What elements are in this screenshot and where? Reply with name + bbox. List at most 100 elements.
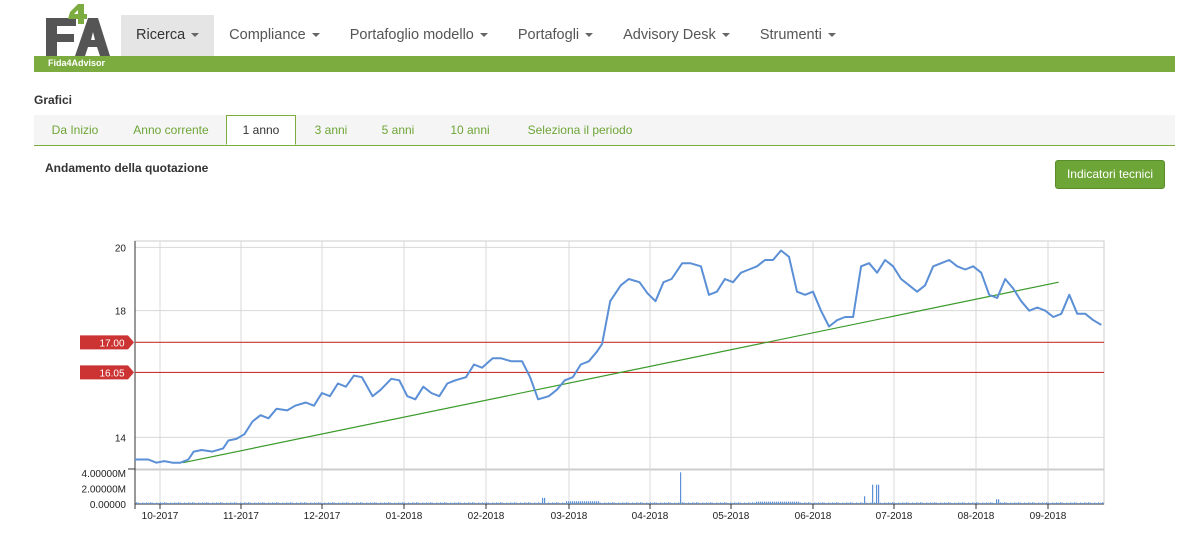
volume-bar — [460, 502, 462, 504]
volume-bar — [996, 499, 998, 504]
volume-bar — [936, 502, 938, 504]
volume-bar — [538, 502, 540, 504]
volume-bar — [422, 502, 424, 504]
volume-bar — [644, 503, 646, 504]
volume-bar — [1000, 502, 1002, 504]
caret-down-icon — [721, 33, 730, 38]
tab-anno-corrente[interactable]: Anno corrente — [133, 123, 209, 137]
volume-bar — [564, 502, 566, 504]
tab-10-anni[interactable]: 10 anni — [450, 123, 490, 137]
volume-bar — [1102, 502, 1104, 504]
volume-bar — [678, 502, 680, 504]
volume-bar — [568, 501, 570, 504]
menu-ricerca[interactable]: Ricerca — [121, 15, 215, 56]
volume-bar — [604, 502, 606, 504]
y-tick-label: 18 — [115, 307, 127, 318]
main-menu: Ricerca Compliance Portafoglio modello P… — [121, 15, 851, 56]
volume-bar — [674, 502, 676, 504]
volume-bar — [544, 497, 546, 504]
volume-bar — [266, 503, 268, 504]
volume-bar — [670, 502, 672, 504]
volume-bar — [358, 502, 360, 504]
volume-bar — [1090, 502, 1092, 504]
volume-tick-label: 0.00000 — [90, 500, 127, 511]
volume-bar — [178, 502, 180, 504]
tab-seleziona-periodo[interactable]: Seleziona il periodo — [527, 123, 633, 137]
volume-bar — [960, 502, 962, 504]
technical-indicators-button[interactable]: Indicatori tecnici — [1055, 160, 1165, 189]
volume-bar — [990, 502, 992, 504]
volume-tick-label: 2.00000M — [82, 485, 126, 496]
volume-bar — [856, 502, 858, 504]
volume-bar — [274, 502, 276, 504]
volume-bar — [976, 502, 978, 504]
volume-bar — [712, 502, 714, 504]
volume-bar — [144, 502, 146, 504]
volume-bar — [814, 502, 816, 504]
volume-bar — [806, 502, 808, 504]
volume-bar — [168, 503, 170, 504]
volume-bar — [906, 502, 908, 504]
volume-bar — [292, 502, 294, 504]
volume-bar — [340, 502, 342, 504]
volume-bar — [480, 502, 482, 504]
volume-bar — [462, 503, 464, 504]
volume-bar — [870, 502, 872, 504]
volume-bar — [1046, 502, 1048, 504]
volume-bar — [164, 502, 166, 504]
volume-bar — [216, 502, 218, 504]
volume-bar — [500, 502, 502, 504]
volume-bar — [542, 497, 544, 504]
volume-bar — [304, 502, 306, 504]
volume-bar — [1094, 502, 1096, 504]
volume-bar — [246, 502, 248, 504]
period-tabs: Da Inizio Anno corrente 1 anno 3 anni 5 … — [34, 115, 1175, 146]
volume-bar — [580, 501, 582, 504]
volume-bar — [532, 503, 534, 504]
volume-bar — [864, 496, 866, 504]
y-tick-label: 14 — [115, 433, 127, 444]
menu-portafogli[interactable]: Portafogli — [503, 15, 608, 56]
volume-bar — [364, 503, 366, 504]
x-tick-label: 05-2018 — [713, 511, 750, 522]
tab-3-anni[interactable]: 3 anni — [314, 123, 348, 137]
volume-bar — [166, 502, 168, 504]
volume-bar — [282, 502, 284, 504]
volume-bar — [248, 502, 250, 504]
menu-strumenti[interactable]: Strumenti — [745, 15, 851, 56]
volume-bar — [1074, 502, 1076, 504]
volume-bar — [582, 501, 584, 504]
volume-bar — [704, 502, 706, 504]
tab-da-inizio[interactable]: Da Inizio — [51, 123, 99, 137]
volume-bar — [408, 502, 410, 504]
f4a-logo[interactable] — [44, 4, 110, 56]
level-marker — [80, 365, 134, 380]
menu-advisory-desk[interactable]: Advisory Desk — [608, 15, 745, 56]
tab-5-anni[interactable]: 5 anni — [381, 123, 415, 137]
volume-bar — [1068, 502, 1070, 504]
volume-bar — [830, 502, 832, 504]
volume-bar — [686, 503, 688, 504]
volume-bar — [812, 503, 814, 504]
volume-bar — [540, 502, 542, 504]
volume-bar — [330, 502, 332, 504]
volume-bar — [254, 502, 256, 504]
volume-bar — [988, 502, 990, 504]
menu-compliance[interactable]: Compliance — [214, 15, 335, 56]
brand-tagline: Fida4Advisor — [48, 58, 106, 68]
volume-bar — [202, 502, 204, 504]
volume-bar — [910, 503, 912, 504]
menu-portafoglio-modello[interactable]: Portafoglio modello — [335, 15, 503, 56]
volume-bar — [448, 503, 450, 504]
volume-bar — [142, 502, 144, 504]
volume-bar — [536, 502, 538, 504]
tab-1-anno[interactable]: 1 anno — [226, 115, 296, 145]
volume-bar — [834, 502, 836, 504]
volume-bar — [208, 502, 210, 504]
volume-bar — [738, 502, 740, 504]
volume-bar — [526, 502, 528, 504]
volume-bar — [570, 501, 572, 504]
volume-bar — [918, 502, 920, 504]
volume-bar — [484, 502, 486, 504]
volume-bar — [396, 502, 398, 504]
